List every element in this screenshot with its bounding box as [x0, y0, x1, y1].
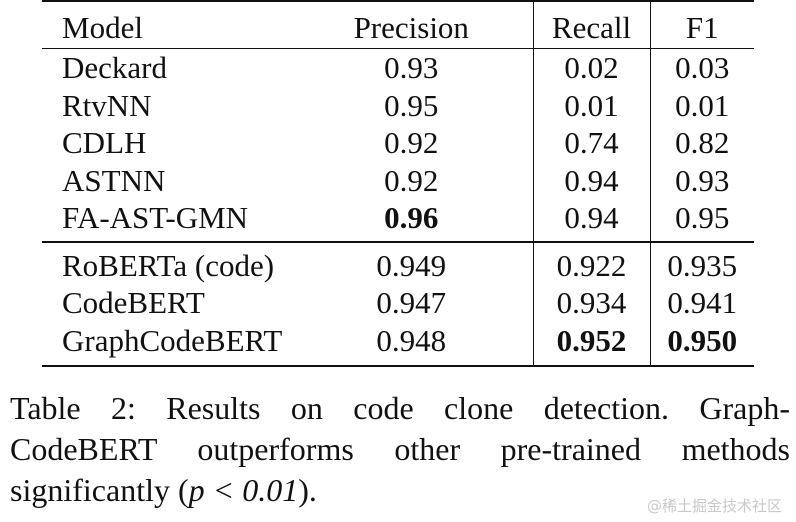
model-cell: GraphCodeBERT — [62, 322, 283, 358]
caption-line-1: Table 2: Results on code clone detection… — [10, 390, 790, 426]
caption-line-3: significantly (p < 0.01). — [10, 470, 790, 511]
precision-cell: 0.947 — [376, 285, 447, 321]
model-cell: RoBERTa (code) — [62, 247, 275, 283]
f1-cell-best: 0.950 — [649, 321, 754, 366]
header-model: Model — [62, 9, 143, 45]
results-table-container: Model Precision Recall F1 Deckard 0.93 0… — [42, 0, 754, 367]
table-row: CDLH 0.92 0.74 0.82 — [42, 124, 754, 162]
table-header-row: Model Precision Recall F1 — [42, 1, 754, 49]
recall-cell: 0.02 — [532, 48, 650, 87]
table-caption: Table 2: Results on code clone detection… — [10, 388, 790, 511]
model-cell: FA-AST-GMN — [62, 200, 249, 236]
table-row: ASTNN 0.92 0.94 0.93 — [42, 161, 754, 199]
header-f1: F1 — [649, 1, 754, 49]
results-table: Model Precision Recall F1 Deckard 0.93 0… — [42, 0, 754, 367]
f1-cell: 0.941 — [649, 284, 754, 322]
pretrained-group: RoBERTa (code) 0.949 0.922 0.935 CodeBER… — [42, 241, 754, 366]
model-cell: CDLH — [62, 125, 147, 161]
recall-cell: 0.934 — [532, 284, 650, 322]
header-recall: Recall — [532, 1, 650, 49]
f1-cell: 0.93 — [649, 161, 754, 199]
precision-cell: 0.93 — [384, 50, 439, 86]
f1-cell: 0.03 — [649, 48, 754, 87]
precision-cell: 0.95 — [384, 87, 439, 123]
table-row: Deckard 0.93 0.02 0.03 — [42, 48, 754, 87]
recall-cell: 0.922 — [532, 241, 650, 284]
f1-cell: 0.935 — [649, 241, 754, 284]
table-row: GraphCodeBERT 0.948 0.952 0.950 — [42, 321, 754, 366]
f1-cell: 0.01 — [649, 86, 754, 124]
header-precision: Precision — [353, 9, 469, 45]
significance-math: p < 0.01 — [188, 472, 299, 508]
recall-cell-best: 0.952 — [532, 321, 650, 366]
model-cell: ASTNN — [62, 162, 166, 198]
recall-cell: 0.74 — [532, 124, 650, 162]
caption-line-2: CodeBERT outperforms other pre-trained m… — [10, 431, 790, 467]
precision-cell: 0.92 — [384, 125, 439, 161]
recall-cell: 0.94 — [532, 161, 650, 199]
caption-line-3-suffix: ). — [298, 472, 317, 508]
table-row: CodeBERT 0.947 0.934 0.941 — [42, 284, 754, 322]
model-cell: RtvNN — [62, 87, 152, 123]
table-row: FA-AST-GMN 0.96 0.94 0.95 — [42, 199, 754, 242]
f1-cell: 0.95 — [649, 199, 754, 242]
f1-cell: 0.82 — [649, 124, 754, 162]
watermark: @稀土掘金技术社区 — [646, 497, 782, 515]
model-cell: Deckard — [62, 50, 167, 86]
table-row: RtvNN 0.95 0.01 0.01 — [42, 86, 754, 124]
recall-cell: 0.94 — [532, 199, 650, 242]
precision-cell: 0.948 — [376, 322, 447, 358]
precision-cell-best: 0.96 — [384, 200, 439, 236]
table-row: RoBERTa (code) 0.949 0.922 0.935 — [42, 241, 754, 284]
precision-cell: 0.949 — [376, 247, 447, 283]
precision-cell: 0.92 — [384, 162, 439, 198]
baseline-group: Deckard 0.93 0.02 0.03 RtvNN 0.95 0.01 0… — [42, 48, 754, 242]
model-cell: CodeBERT — [62, 285, 205, 321]
caption-line-3-prefix: significantly ( — [10, 472, 189, 508]
recall-cell: 0.01 — [532, 86, 650, 124]
